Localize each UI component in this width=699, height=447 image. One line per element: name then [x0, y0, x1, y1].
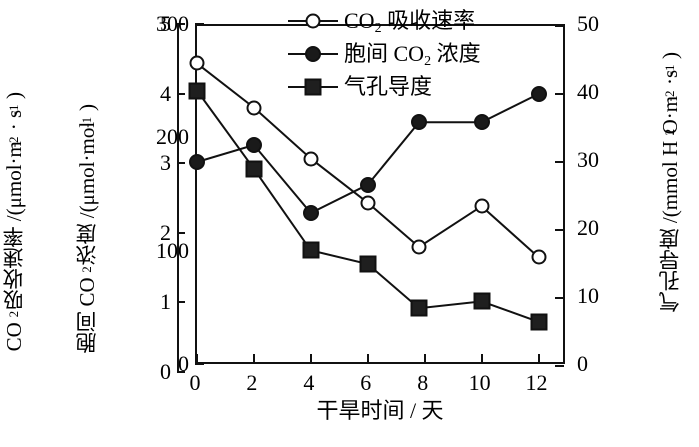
data-point-fs — [302, 241, 320, 259]
legend-marker — [288, 45, 338, 62]
data-point-fs — [359, 255, 377, 273]
x-tick-label: 0 — [189, 370, 201, 395]
legend-label: 胞间 CO2 浓度 — [344, 40, 481, 69]
x-tick — [252, 354, 255, 362]
data-point-oc — [474, 198, 490, 214]
legend-label: CO2 吸收速率 — [344, 7, 476, 36]
legend: CO2 吸收速率 胞间 CO2 浓度 气孔导度 — [288, 4, 481, 103]
x-tick — [537, 354, 540, 362]
right-tick — [555, 365, 564, 367]
legend-marker — [288, 13, 338, 28]
left-outer-axis: 0 1 2 3 4 5 — [133, 11, 185, 384]
right-tick — [555, 161, 564, 163]
legend-filled-circle-icon — [305, 45, 321, 62]
legend-item: 胞间 CO2 浓度 — [288, 37, 481, 70]
x-tick — [196, 354, 198, 362]
legend-filled-square-icon — [304, 78, 322, 95]
x-tick-label: 10 — [468, 370, 491, 395]
left-inner-tick-label: 0 — [178, 351, 189, 376]
x-tick-label: 8 — [417, 370, 429, 395]
x-tick-label: 6 — [360, 370, 372, 395]
legend-item: 气孔导度 — [288, 70, 481, 103]
data-point-fs — [245, 160, 263, 178]
left-inner-tick-label: 200 — [156, 124, 189, 150]
right-tick — [555, 25, 564, 27]
left-inner-axis-title: 胞间 CO2 浓度 /(μmol·mol-1) — [75, 104, 99, 354]
legend-marker — [288, 78, 338, 95]
data-point-fc — [189, 154, 205, 170]
x-tick-label: 12 — [525, 370, 548, 395]
x-tick — [423, 354, 426, 362]
left-outer-tick-label: 2 — [160, 219, 171, 245]
left-outer-tick — [177, 162, 185, 165]
left-inner-tick-label: 100 — [156, 237, 189, 263]
right-tick — [555, 93, 564, 95]
data-point-fc — [359, 176, 376, 193]
data-point-oc — [531, 249, 547, 265]
left-outer-axis-title: CO2 吸收速率 /(μmol·m-2· s-1) — [2, 92, 26, 352]
right-axis-title: 气孔导度 /(mmol H2O·m-2·s-1) — [658, 52, 682, 313]
left-outer-tick-label: 4 — [160, 80, 171, 106]
left-outer-axis-line — [177, 24, 179, 372]
left-outer-tick-label: 0 — [160, 359, 171, 384]
right-tick-label: 50 — [577, 11, 599, 36]
right-tick-label: 40 — [577, 79, 599, 104]
x-tick-label: 2 — [246, 370, 258, 395]
right-tick-label: 10 — [577, 283, 599, 308]
data-point-fc — [411, 114, 427, 131]
data-point-fc — [530, 86, 547, 102]
legend-item: CO2 吸收速率 — [288, 4, 481, 37]
data-point-oc — [189, 55, 205, 71]
x-tick — [480, 354, 483, 362]
left-outer-tick-label: 3 — [160, 150, 171, 176]
x-tick — [366, 354, 369, 362]
legend-label: 气孔导度 — [344, 73, 433, 99]
right-tick-label: 20 — [577, 215, 599, 240]
left-outer-tick — [177, 92, 185, 95]
data-point-fc — [245, 137, 262, 153]
right-tick — [555, 297, 564, 299]
plot-area — [188, 24, 565, 367]
left-inner-tick-label: 300 — [156, 11, 189, 36]
left-outer-tick — [177, 23, 185, 25]
left-outer-tick — [177, 371, 185, 373]
x-axis-title: 干旱时间 / 天 — [316, 398, 444, 423]
data-point-fs — [188, 82, 206, 100]
x-tick-label: 4 — [303, 370, 315, 395]
data-point-fs — [530, 313, 548, 331]
right-tick-label: 0 — [577, 351, 588, 376]
data-point-fs — [410, 299, 428, 317]
right-tick-label: 30 — [577, 147, 599, 172]
data-point-oc — [246, 100, 262, 116]
left-outer-tick — [177, 231, 185, 234]
legend-open-circle-icon — [305, 13, 321, 28]
data-point-oc — [360, 195, 376, 211]
data-point-oc — [303, 151, 319, 167]
left-outer-tick-label: 5 — [160, 11, 171, 36]
right-tick — [555, 229, 564, 231]
data-point-fs — [473, 292, 491, 310]
x-tick — [309, 354, 312, 362]
data-point-fc — [302, 205, 319, 221]
data-point-oc — [411, 239, 427, 255]
left-outer-tick-label: 1 — [160, 289, 171, 315]
left-outer-tick — [177, 301, 185, 304]
data-point-fc — [473, 114, 490, 131]
left-inner-tick — [195, 363, 204, 365]
